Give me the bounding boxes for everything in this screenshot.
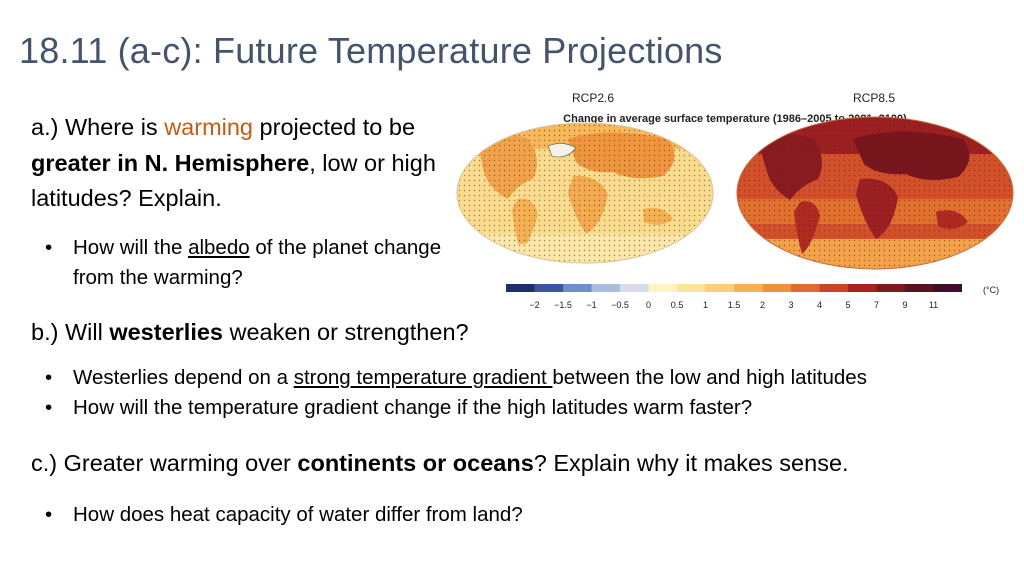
scale-tick-label: 1.5 <box>728 300 741 310</box>
bullet-albedo-prefix: How will the <box>73 236 189 259</box>
scale-swatch <box>876 284 905 292</box>
question-b: b.) Will westerlies weaken or strengthen… <box>31 319 469 346</box>
bullet-westerlies: Westerlies depend on a strong temperatur… <box>45 363 1020 393</box>
question-a-bold: greater in N. Hemisphere <box>31 149 310 176</box>
rcp85-map <box>737 117 1013 269</box>
scale-swatch <box>848 284 877 292</box>
color-scale-bar <box>506 284 962 292</box>
question-c-bold: continents or oceans <box>297 450 534 476</box>
scale-swatch <box>791 284 820 292</box>
bullet-gradient: How will the temperature gradient change… <box>45 393 1020 423</box>
question-a-suffix: , low or high latitudes? Explain. <box>31 149 436 212</box>
scale-tick-label: 2 <box>760 300 765 310</box>
scale-tick-label: −1 <box>586 300 596 310</box>
bullet-albedo-underline: albedo <box>188 236 250 259</box>
scale-swatch <box>563 284 592 292</box>
scale-tick-label: −1.5 <box>554 300 572 310</box>
scale-tick-label: 0.5 <box>671 300 684 310</box>
scale-tick-label: 9 <box>902 300 907 310</box>
scale-swatch <box>933 284 962 292</box>
color-scale-ticks: −2 −1.5 −1 −0.5 0 0.5 1 1.5 2 3 4 5 7 9 11 <box>529 300 938 310</box>
temperature-projection-figure: RCP2.6 RCP8.5 Change in average surface … <box>456 91 1014 310</box>
scale-tick-label: −0.5 <box>611 300 629 310</box>
question-a-mid: projected to be <box>253 114 416 140</box>
figure-caption: Change in average surface temperature (1… <box>563 113 907 125</box>
scale-swatch <box>734 284 763 292</box>
bullet-albedo: How will the albedo of the planet change… <box>45 233 445 293</box>
scale-swatch <box>591 284 620 292</box>
scale-swatch <box>677 284 706 292</box>
scale-tick-label: 0 <box>646 300 651 310</box>
question-a-accent-word: warming <box>164 114 254 140</box>
rcp26-map <box>457 123 713 263</box>
scale-tick-label: 11 <box>929 300 938 310</box>
scale-swatch <box>705 284 734 292</box>
scale-swatch <box>534 284 563 292</box>
rcp85-label: RCP8.5 <box>853 91 895 105</box>
question-c-suffix: ? Explain why it makes sense. <box>533 450 849 476</box>
unit-label: (°C) <box>983 285 999 295</box>
bullet-westerlies-underline: strong temperature gradient <box>293 366 553 389</box>
question-a: a.) Where is warming projected to be gre… <box>31 110 441 217</box>
scale-swatch <box>819 284 848 292</box>
scale-tick-label: 3 <box>788 300 793 310</box>
question-b-suffix: weaken or strengthen? <box>222 319 469 345</box>
question-a-prefix: a.) Where is <box>31 114 165 140</box>
question-c: c.) Greater warming over continents or o… <box>31 450 849 477</box>
scale-swatch <box>648 284 677 292</box>
scale-swatch <box>620 284 649 292</box>
scale-tick-label: −2 <box>529 300 539 310</box>
scale-tick-label: 4 <box>817 300 822 310</box>
bullet-westerlies-suffix: between the low and high latitudes <box>552 366 867 389</box>
question-b-bullets: Westerlies depend on a strong temperatur… <box>45 363 1020 423</box>
rcp26-label: RCP2.6 <box>572 91 614 105</box>
bullet-albedo-suffix: of the planet change from the warming? <box>73 236 442 289</box>
scale-tick-label: 7 <box>874 300 879 310</box>
scale-tick-label: 5 <box>845 300 850 310</box>
scale-swatch <box>762 284 791 292</box>
bullet-westerlies-prefix: Westerlies depend on a <box>73 366 294 389</box>
question-b-bold: westerlies <box>109 319 223 345</box>
question-a-bullets: How will the albedo of the planet change… <box>45 233 445 293</box>
scale-swatch <box>905 284 934 292</box>
scale-tick-label: 1 <box>703 300 708 310</box>
scale-swatch <box>506 284 535 292</box>
bullet-heat-capacity: How does heat capacity of water differ f… <box>45 500 845 530</box>
question-c-bullets: How does heat capacity of water differ f… <box>45 500 845 530</box>
question-c-prefix: c.) Greater warming over <box>31 450 298 476</box>
question-b-prefix: b.) Will <box>31 319 110 345</box>
slide-title: 18.11 (a-c): Future Temperature Projecti… <box>19 30 723 71</box>
